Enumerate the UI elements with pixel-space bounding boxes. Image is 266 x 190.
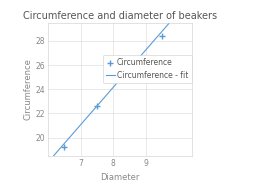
Circumference - fit [51,155,55,158]
Circumference - fit [54,153,57,155]
Circumference - fit [80,123,83,125]
Circumference - fit [166,24,169,26]
Line: Circumference - fit: Circumference - fit [48,18,173,162]
Circumference - fit [161,29,164,32]
Legend: Circumference, Circumference - fit: Circumference, Circumference - fit [103,55,192,83]
X-axis label: Diameter: Diameter [100,173,139,182]
Circumference - fit [46,161,49,163]
Circumference [118,70,122,73]
Circumference [62,146,66,149]
Circumference - fit [70,134,73,137]
Y-axis label: Circumference: Circumference [24,58,33,120]
Title: Circumference and diameter of beakers: Circumference and diameter of beakers [23,11,217,21]
Circumference [95,105,99,108]
Circumference [160,35,164,38]
Circumference - fit [172,17,175,19]
